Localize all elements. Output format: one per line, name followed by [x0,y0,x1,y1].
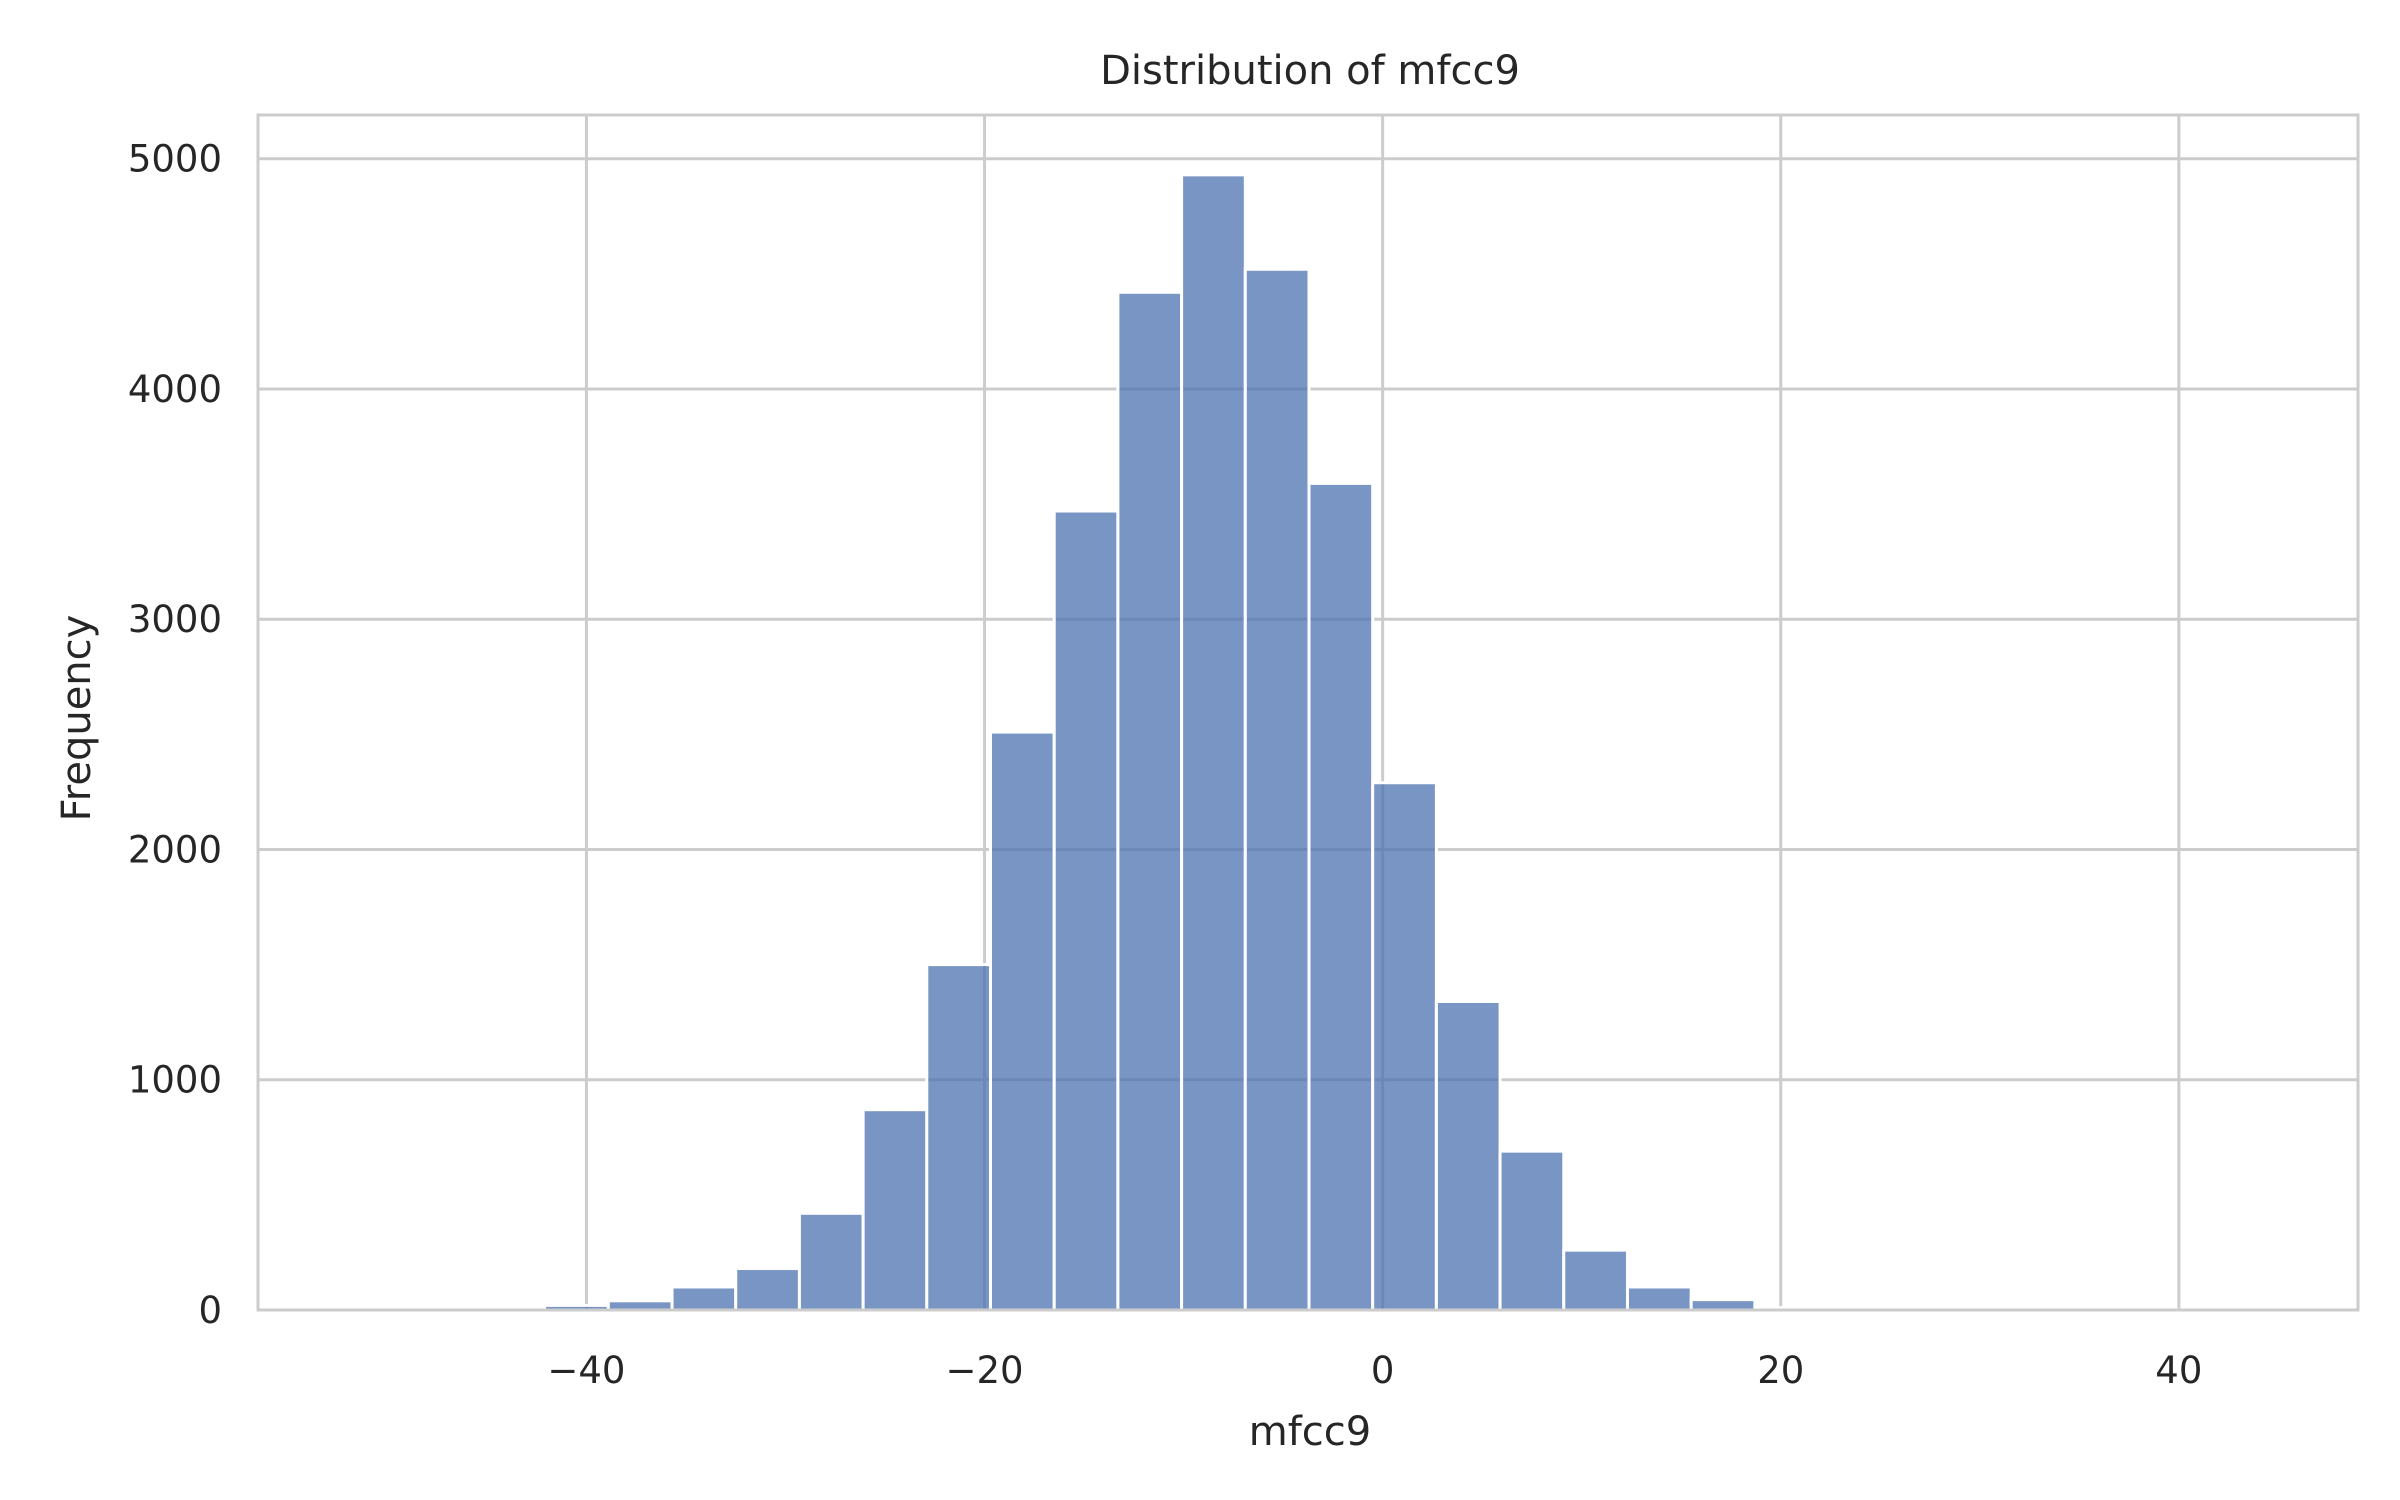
y-tick-label: 3000 [128,598,222,641]
y-tick-label: 4000 [128,368,222,411]
histogram-bar [1689,1298,1757,1312]
y-tick-label: 5000 [128,138,222,181]
histogram-bar [1307,481,1375,1312]
histogram-bar [861,1108,929,1312]
histogram-bar [734,1267,801,1312]
y-tick-label: 0 [198,1289,222,1332]
histogram-bar [1052,509,1120,1312]
y-tick-label: 1000 [128,1059,222,1102]
y-tick-label: 2000 [128,828,222,871]
histogram-bar [1498,1149,1566,1312]
x-tick-label: 20 [1757,1349,1804,1392]
histogram-bar [989,730,1056,1312]
histogram-bar [1625,1285,1693,1312]
chart-title: Distribution of mfcc9 [1100,48,1520,94]
histogram-bar [1116,290,1184,1312]
x-tick-label: −20 [945,1349,1023,1392]
histogram-bar [797,1211,865,1312]
histogram-bar [1562,1248,1629,1312]
histogram-bar [925,963,993,1312]
histogram-bar [1434,999,1502,1312]
x-axis-ticks: −40 −20 0 20 40 [547,1349,2202,1392]
x-tick-label: 0 [1371,1349,1395,1392]
histogram-bar [670,1285,738,1312]
x-axis-label: mfcc9 [1249,1409,1371,1455]
y-axis-label: Frequency [54,615,100,822]
histogram-bars [352,173,2330,1312]
y-axis-ticks: 0 1000 2000 3000 4000 5000 [128,138,222,1332]
x-tick-label: 40 [2155,1349,2202,1392]
histogram-bar [1180,173,1247,1312]
histogram-bar [1243,267,1311,1312]
histogram-bar [1371,781,1438,1312]
plot-frame [256,113,2360,1312]
x-tick-label: −40 [547,1349,625,1392]
